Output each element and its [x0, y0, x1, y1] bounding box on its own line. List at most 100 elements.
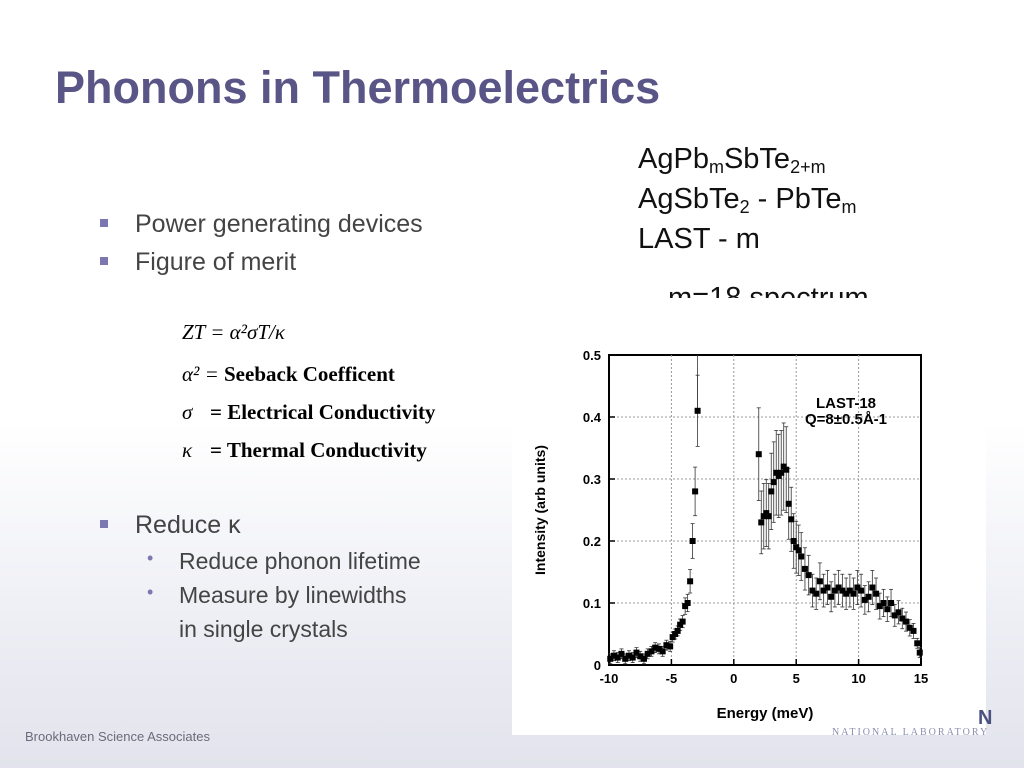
equation-zt-text: ZT = α²σT/κ	[182, 320, 285, 344]
chart-annotation-sample: LAST-18	[816, 395, 876, 412]
y-tick-label: 0.5	[583, 348, 601, 363]
data-point	[846, 587, 853, 594]
slide-title: Phonons in Thermoelectrics	[55, 62, 661, 113]
data-point	[637, 653, 644, 660]
data-point	[633, 649, 640, 656]
data-point	[820, 587, 827, 594]
data-point	[694, 407, 701, 414]
sub-bullet-linewidths: • Measure by linewidths	[147, 582, 407, 609]
square-bullet-icon	[100, 520, 108, 528]
square-bullet-icon	[100, 219, 108, 227]
equation-kappa: κ = Thermal Conductivity	[182, 438, 427, 463]
data-point	[899, 615, 906, 622]
sub-bullet-lifetime: • Reduce phonon lifetime	[147, 548, 421, 575]
sub-bullet-continuation: in single crystals	[150, 616, 348, 643]
x-tick-label: 15	[914, 671, 928, 686]
data-point	[677, 621, 684, 628]
data-point	[768, 488, 775, 495]
data-point	[903, 618, 910, 625]
data-point	[906, 624, 913, 631]
formula-subscript: m	[841, 197, 857, 217]
data-point	[914, 640, 921, 647]
y-tick-label: 0.1	[583, 596, 601, 611]
data-point	[667, 643, 674, 650]
data-point	[780, 463, 787, 470]
kappa-symbol: κ	[182, 438, 193, 462]
data-point	[669, 634, 676, 641]
formula-last-m: LAST - m	[638, 223, 760, 255]
sub-bullet-text: Reduce phonon lifetime	[179, 548, 421, 574]
sigma-symbol: σ	[182, 400, 193, 424]
data-point	[758, 519, 765, 526]
data-point	[785, 500, 792, 507]
data-point	[865, 593, 872, 600]
x-tick-label: -5	[666, 671, 678, 686]
data-point	[795, 547, 802, 554]
data-point	[850, 590, 857, 597]
data-point	[674, 627, 681, 634]
data-point	[801, 565, 808, 572]
y-axis-label: Intensity (arb units)	[532, 445, 548, 575]
alpha-text: Seeback Coefficent	[224, 362, 395, 386]
data-point	[682, 603, 689, 610]
data-point	[672, 631, 679, 637]
data-point	[773, 469, 780, 476]
data-point	[783, 466, 790, 473]
plot-frame	[608, 354, 922, 666]
dot-bullet-icon: •	[147, 548, 154, 568]
data-point	[828, 593, 835, 600]
data-point	[876, 603, 883, 610]
equation-sigma: σ = Electrical Conductivity	[182, 400, 435, 425]
data-point	[891, 612, 898, 619]
data-point	[610, 652, 617, 659]
data-point	[873, 590, 880, 597]
data-point	[755, 451, 762, 458]
data-point	[622, 655, 629, 662]
data-point	[663, 642, 670, 649]
x-tick-label: 5	[793, 671, 800, 686]
formula-part: AgPb	[638, 143, 709, 175]
x-axis-label: Energy (meV)	[717, 705, 814, 722]
data-point	[813, 590, 820, 597]
spectrum-chart: -10 -5 0 5 10 15 0 0.1 0.2 0.3 0.4 0.5 LAST-18 Q=8±…	[532, 348, 928, 722]
data-point	[644, 650, 651, 657]
x-tick-label: 0	[730, 671, 737, 686]
data-point	[689, 538, 696, 544]
data-point	[858, 587, 865, 594]
data-point	[625, 652, 632, 659]
data-point	[652, 644, 659, 651]
formula-subscript: 2	[739, 197, 750, 217]
data-point	[770, 479, 777, 486]
data-point	[765, 513, 772, 520]
data-point	[816, 578, 823, 585]
formula-agpbsbte: AgPbmSbTe2+m	[638, 143, 826, 178]
data-point	[854, 584, 861, 591]
data-point	[895, 609, 902, 616]
data-point	[618, 650, 625, 657]
data-point	[880, 600, 887, 606]
equation-zt: ZT = α²σT/κ	[182, 320, 285, 345]
data-point	[659, 648, 666, 655]
formula-subscript: 2+m	[790, 157, 826, 177]
bullet-text: Reduce κ	[135, 511, 241, 539]
data-point	[793, 544, 800, 551]
formula-part: - PbTe	[749, 183, 842, 215]
data-point	[614, 654, 621, 661]
formula-part: AgSbTe	[638, 183, 740, 215]
bullet-text: Figure of merit	[135, 248, 297, 276]
y-tick-label: 0.2	[583, 534, 601, 549]
spectrum-chart-panel: -10 -5 0 5 10 15 0 0.1 0.2 0.3 0.4 0.5 LAST-18 Q=8±…	[512, 298, 986, 735]
data-point	[809, 587, 816, 594]
data-point	[640, 655, 647, 662]
data-point	[843, 590, 850, 597]
y-tick-label: 0	[594, 658, 601, 673]
data-point	[888, 600, 895, 606]
formula-subscript: m	[708, 157, 724, 177]
y-tick-label: 0.3	[583, 472, 601, 487]
sub-bullet-text: in single crystals	[179, 616, 348, 642]
bullet-reduce: Reduce κ	[100, 511, 241, 540]
formula-agsbte-pbte: AgSbTe2 - PbTem	[638, 183, 856, 218]
formula-part: SbTe	[723, 143, 791, 175]
data-point	[910, 627, 917, 634]
y-tick-label: 0.4	[583, 410, 602, 425]
